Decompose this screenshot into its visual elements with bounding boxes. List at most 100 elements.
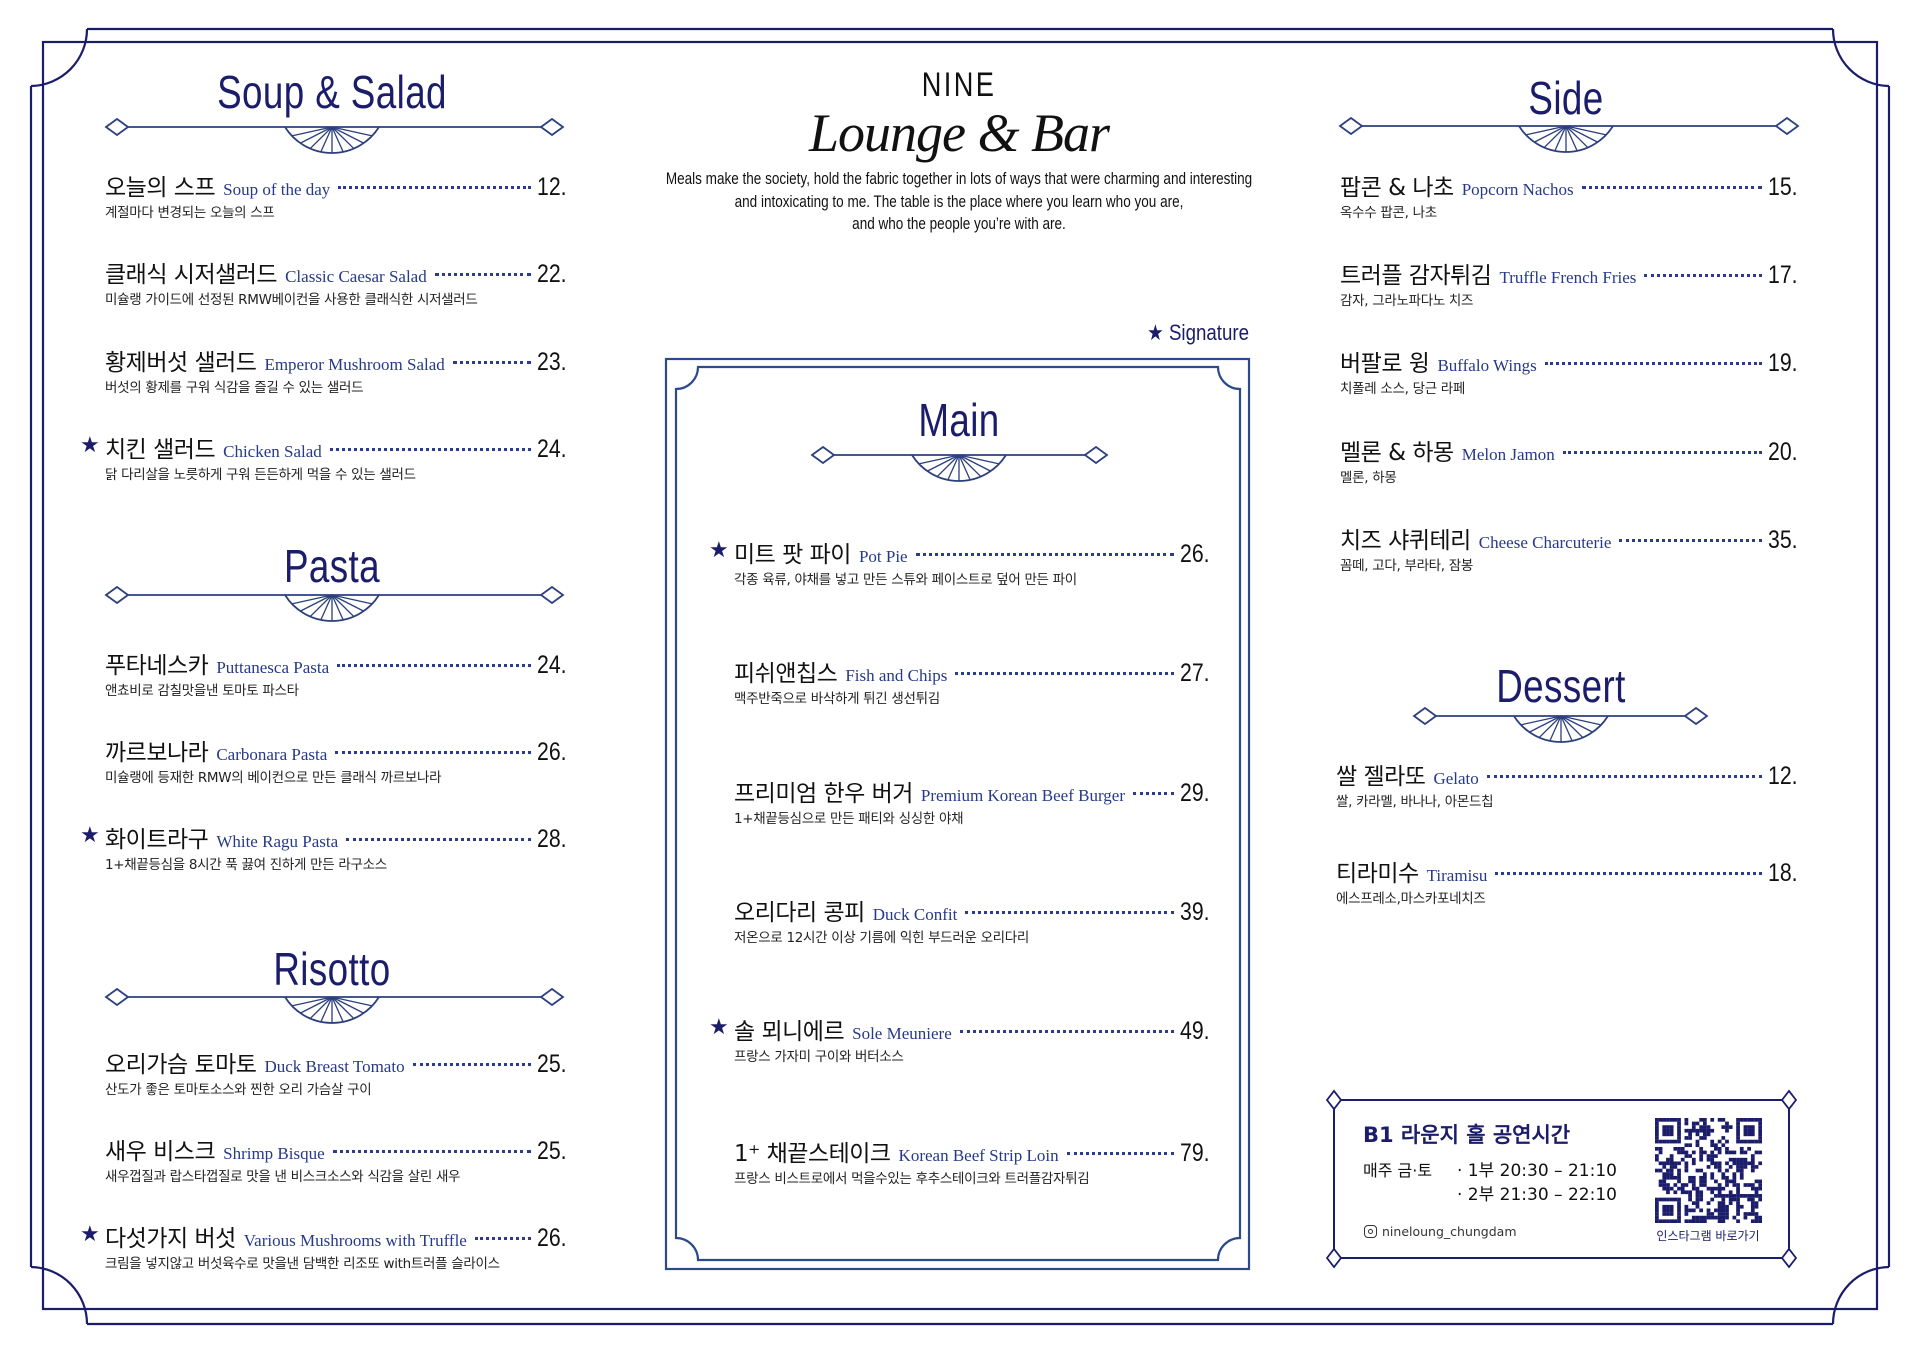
item-line: 오리가슴 토마토 Duck Breast Tomato 25. xyxy=(105,1045,575,1078)
instagram-link[interactable]: nineloung_chungdam xyxy=(1364,1224,1517,1239)
item-line: 새우 비스크 Shrimp Bisque 25. xyxy=(105,1132,575,1165)
menu-item: 새우 비스크 Shrimp Bisque 25. 새우껍질과 랍스타껍질로 맛을 낸 … xyxy=(105,1132,575,1192)
qr-module xyxy=(1669,1125,1674,1129)
qr-module xyxy=(1695,1215,1700,1220)
item-line: 버팔로 윙 Buffalo Wings 19. xyxy=(1340,344,1806,377)
qr-module xyxy=(1695,1197,1700,1202)
item-description: 감자, 그라노파다노 치즈 xyxy=(1340,293,1474,309)
qr-module xyxy=(1688,1208,1692,1213)
qr-module xyxy=(1699,1146,1704,1151)
qr-module xyxy=(1743,1161,1748,1166)
qr-module xyxy=(1662,1128,1667,1133)
qr-module xyxy=(1684,1183,1689,1187)
qr-module xyxy=(1717,1139,1722,1144)
item-description: 크림을 넣지않고 버섯육수로 맛을낸 담백한 리조또 with트러플 슬라이스 xyxy=(105,1256,500,1272)
item-description: 버섯의 황제를 구워 식감을 즐길 수 있는 샐러드 xyxy=(105,380,364,396)
qr-module xyxy=(1699,1183,1704,1187)
qr-module xyxy=(1736,1139,1740,1144)
qr-module xyxy=(1728,1197,1733,1202)
instagram-qr-code[interactable] xyxy=(1655,1118,1762,1223)
qr-module xyxy=(1736,1190,1740,1195)
qr-module xyxy=(1702,1121,1707,1126)
fan-spoke xyxy=(1565,125,1607,136)
qr-module xyxy=(1706,1201,1711,1205)
qr-module xyxy=(1662,1179,1667,1184)
qr-module xyxy=(1677,1136,1681,1140)
qr-module xyxy=(1714,1154,1718,1158)
qr-module xyxy=(1725,1212,1729,1216)
menu-item: 팝콘 & 나초 Popcorn Nachos 15. 옥수수 팝콘, 나초 xyxy=(1340,168,1806,228)
qr-caption[interactable]: 인스타그램 바로가기 xyxy=(1656,1229,1760,1243)
qr-module xyxy=(1710,1143,1715,1148)
qr-module xyxy=(1758,1121,1762,1126)
qr-module xyxy=(1743,1183,1748,1187)
qr-module xyxy=(1717,1194,1722,1198)
qr-module xyxy=(1710,1186,1715,1191)
qr-module xyxy=(1680,1186,1685,1191)
item-price: 27. xyxy=(1180,659,1210,687)
qr-module xyxy=(1666,1183,1670,1187)
item-name-english: Duck Confit xyxy=(872,905,958,924)
qr-module xyxy=(1699,1136,1704,1140)
fan-spoke xyxy=(331,126,355,149)
item-name-korean: 피쉬앤칩스 xyxy=(734,661,838,687)
item-description: 치폴레 소스, 당근 라페 xyxy=(1340,381,1466,397)
qr-module xyxy=(1750,1168,1755,1173)
item-name-korean: 새우 비스크 xyxy=(105,1139,216,1165)
qr-module xyxy=(1736,1204,1740,1209)
fan-spoke xyxy=(1525,125,1567,136)
qr-module xyxy=(1725,1194,1729,1198)
dot-leader xyxy=(434,273,531,276)
qr-module xyxy=(1655,1128,1659,1133)
qr-module xyxy=(1655,1146,1659,1151)
item-name-korean: 푸타네스카 xyxy=(105,653,209,679)
qr-module xyxy=(1684,1212,1689,1216)
qr-module xyxy=(1732,1161,1737,1166)
menu-item: 푸타네스카 Puttanesca Pasta 24. 앤쵸비로 감칠맛을낸 토마토 파… xyxy=(105,646,575,706)
dot-leader xyxy=(1619,539,1762,542)
qr-module xyxy=(1669,1175,1674,1180)
qr-module xyxy=(1658,1183,1663,1187)
qr-module xyxy=(1677,1186,1681,1191)
qr-module xyxy=(1721,1212,1726,1216)
qr-module xyxy=(1758,1150,1762,1155)
qr-module xyxy=(1706,1186,1711,1191)
qr-module xyxy=(1721,1186,1726,1191)
item-price: 24. xyxy=(537,435,567,463)
info-box-corner-diamond-icon xyxy=(1325,1247,1343,1269)
qr-module xyxy=(1677,1201,1681,1205)
divider-diamond-icon xyxy=(1338,116,1364,136)
qr-module xyxy=(1669,1172,1674,1177)
qr-module xyxy=(1677,1139,1681,1144)
item-description: 에스프레소,마스카포네치즈 xyxy=(1336,891,1486,907)
dot-leader xyxy=(1133,792,1174,795)
qr-module xyxy=(1721,1118,1726,1122)
qr-module xyxy=(1717,1204,1722,1209)
qr-module xyxy=(1669,1219,1674,1223)
qr-module xyxy=(1739,1168,1744,1173)
dot-leader xyxy=(959,1030,1174,1033)
qr-module xyxy=(1758,1139,1762,1144)
qr-module xyxy=(1688,1197,1692,1202)
qr-module xyxy=(1684,1143,1689,1148)
dot-leader xyxy=(1581,186,1762,189)
item-price: 25. xyxy=(537,1137,567,1165)
qr-module xyxy=(1732,1194,1737,1198)
fan-spoke xyxy=(291,126,333,137)
menu-item: 치즈 샤퀴테리 Cheese Charcuterie 35. 꼼떼, 고다, 부라타,… xyxy=(1340,521,1806,581)
fan-spoke xyxy=(947,454,960,481)
qr-module xyxy=(1688,1136,1692,1140)
qr-module xyxy=(1754,1212,1759,1216)
qr-module xyxy=(1728,1194,1733,1198)
qr-module xyxy=(1658,1146,1663,1151)
signature-star-icon: ★ xyxy=(80,823,100,848)
qr-module xyxy=(1739,1175,1744,1180)
qr-module xyxy=(1750,1118,1755,1122)
item-line: 오리다리 콩피 Duck Confit 39. xyxy=(734,893,1218,926)
item-name-english: Cheese Charcuterie xyxy=(1478,533,1612,552)
qr-module xyxy=(1714,1194,1718,1198)
qr-module xyxy=(1743,1125,1748,1129)
qr-module xyxy=(1702,1136,1707,1140)
fan-spoke xyxy=(1565,125,1598,143)
qr-module xyxy=(1743,1150,1748,1155)
